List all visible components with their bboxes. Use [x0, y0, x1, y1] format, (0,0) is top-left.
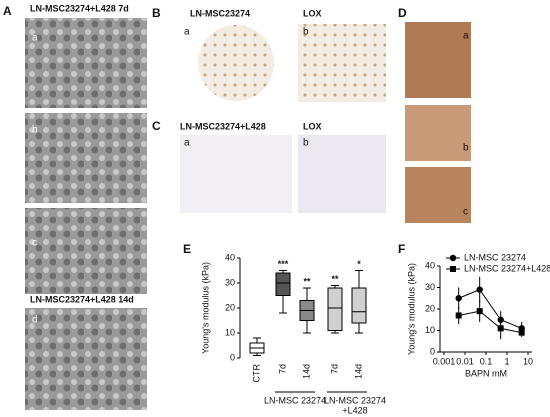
x-tick-label: 14d	[301, 364, 311, 379]
y-tick-label: 10	[425, 325, 435, 335]
panel-letter: D	[398, 6, 407, 20]
micrograph	[405, 105, 471, 161]
significance: *	[357, 259, 361, 269]
box	[275, 272, 291, 296]
sublabel: a	[32, 33, 38, 44]
significance: **	[303, 276, 311, 286]
x-tick-label: 14d	[353, 364, 363, 379]
panel-title: LOX	[303, 8, 322, 18]
sublabel: b	[32, 125, 38, 136]
x-tick-label: 0.001	[433, 356, 456, 366]
sublabel: a	[184, 138, 190, 149]
x-axis-label: BAPN mM	[465, 368, 507, 378]
y-tick-label: 30	[425, 282, 435, 292]
legend-label: LN-MSC 23274	[464, 252, 526, 262]
sublabel: a	[463, 31, 469, 42]
y-tick-label: 20	[425, 303, 435, 313]
micrograph	[180, 135, 292, 213]
micrograph	[405, 22, 471, 98]
x-tick-label: 7d	[329, 364, 339, 374]
series-line	[458, 310, 522, 334]
panel-title: LN-MSC23274+L428	[180, 121, 266, 131]
sublabel: a	[184, 27, 190, 38]
x-tick-label: CTR	[251, 364, 261, 383]
panel-title: LOX	[303, 121, 322, 131]
box	[351, 287, 367, 324]
sublabel: c	[32, 238, 37, 249]
x-tick-label: 0.1	[480, 356, 493, 366]
sublabel: b	[303, 27, 309, 38]
x-tick-label: 1	[504, 356, 509, 366]
micrograph	[298, 24, 386, 102]
y-tick-label: 30	[225, 277, 235, 287]
panel-letter: F	[398, 242, 405, 256]
x-tick-label: 10	[523, 356, 533, 366]
micrograph	[25, 113, 147, 203]
y-tick-label: 40	[425, 260, 435, 270]
marker	[455, 295, 462, 302]
group-label: +L428	[342, 405, 367, 415]
micrograph	[25, 308, 147, 410]
marker	[476, 308, 483, 315]
x-tick-label: 0.01	[456, 356, 474, 366]
marker	[449, 254, 457, 262]
marker	[518, 329, 525, 336]
panel-letter: B	[152, 6, 161, 20]
x-tick-label: 7d	[277, 364, 287, 374]
panel-letter: C	[152, 119, 161, 133]
micrograph	[198, 25, 274, 101]
y-tick-label: 20	[225, 302, 235, 312]
marker	[455, 312, 462, 319]
series-line	[458, 289, 522, 329]
sublabel: b	[463, 143, 469, 154]
micrograph	[298, 135, 386, 213]
panel-title: LN-MSC23274+L428 7d	[30, 3, 129, 13]
marker	[497, 325, 504, 332]
marker	[476, 286, 483, 293]
micrograph	[405, 167, 471, 223]
y-tick-label: 0	[430, 346, 435, 356]
y-tick-label: 10	[225, 327, 235, 337]
significance: ***	[278, 259, 289, 269]
sublabel: b	[303, 138, 309, 149]
sublabel: c	[463, 207, 468, 218]
panel-title: LN-MSC23274+L428 14d	[30, 294, 134, 304]
significance: **	[331, 274, 339, 284]
group-label: LN-MSC 23274	[324, 395, 386, 405]
panel-letter: E	[183, 242, 191, 256]
micrograph	[25, 18, 147, 108]
box	[327, 287, 343, 331]
panel-title: LN-MSC23274	[190, 8, 250, 18]
micrograph	[25, 208, 147, 294]
marker	[450, 266, 456, 272]
y-axis-label: Young's modulus (kPa)	[200, 262, 210, 354]
y-tick-label: 0	[230, 352, 235, 362]
legend-label: LN-MSC 23274+L428	[464, 263, 550, 273]
panel-letter: A	[3, 4, 12, 18]
group-label: LN-MSC 23274	[264, 395, 326, 405]
sublabel: d	[32, 315, 38, 326]
y-tick-label: 40	[225, 252, 235, 262]
y-axis-label: Young's modulus (kPa)	[406, 263, 416, 355]
